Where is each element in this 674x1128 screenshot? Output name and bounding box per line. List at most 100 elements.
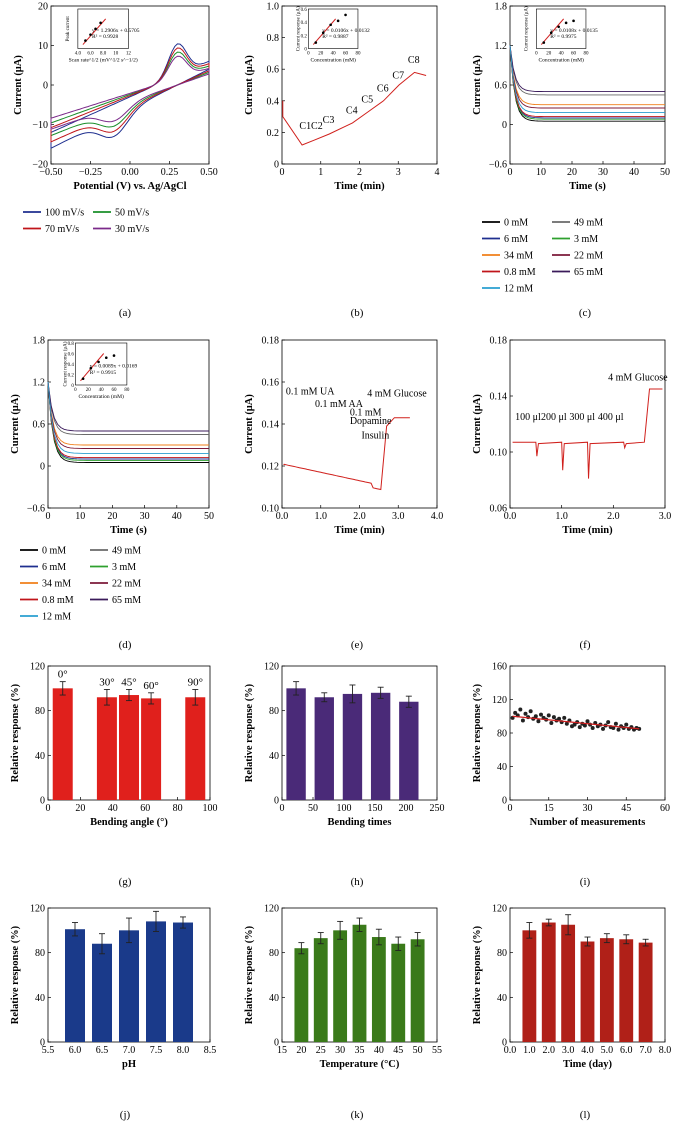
- x-tick-label: 7.0: [123, 1045, 136, 1056]
- data-point: [582, 723, 587, 728]
- x-tick-label: 80: [173, 803, 183, 814]
- inset-x-tick: 20: [546, 52, 552, 57]
- x-tick-label: 45: [621, 803, 631, 814]
- inset-equation: y = 0.0089x + 0.0169: [90, 363, 138, 369]
- inset-equation: y = 0.0106x + 0.0132: [322, 28, 370, 34]
- inset-point: [321, 31, 325, 34]
- bar: [410, 939, 425, 1042]
- x-tick-label: 30: [583, 803, 593, 814]
- x-tick-label: 10: [536, 167, 546, 178]
- data-point: [533, 714, 538, 719]
- y-tick-label: 0: [274, 1038, 279, 1049]
- step-label: C4: [346, 105, 358, 116]
- x-tick-label: 0: [508, 803, 513, 814]
- x-tick-label: 0: [508, 167, 513, 178]
- data-point: [585, 719, 590, 724]
- inset-equation: y = 0.0108x + 0.0135: [550, 28, 598, 34]
- inset-point: [314, 41, 318, 44]
- x-tick-label: 0.0: [504, 1045, 517, 1056]
- inset-x-tick: 80: [355, 52, 361, 57]
- y-tick-label: 1.2: [495, 41, 508, 52]
- x-tick-label: 30: [598, 167, 608, 178]
- x-tick-label: 50: [308, 803, 318, 814]
- inset-r2: R² = 0.9915: [90, 370, 117, 376]
- bar: [65, 929, 85, 1042]
- y-tick-label: 0.16: [262, 378, 280, 389]
- panel-label: (g): [119, 876, 132, 888]
- data-point: [577, 725, 582, 730]
- y-tick-label: 0: [502, 120, 507, 131]
- x-tick-label: 30: [335, 1045, 345, 1056]
- bar-annotation: 0°: [58, 669, 68, 681]
- data-point: [572, 722, 577, 727]
- panel-a: −0.50 −0.25 0.00 0.25 0.50 −20 −10 0 10 20 Potenti…: [13, 2, 218, 320]
- inset-x-tick: 10: [113, 52, 119, 57]
- inset-point: [94, 27, 97, 31]
- x-tick-label: 6.0: [620, 1045, 633, 1056]
- inset-y-tick: 0.4: [68, 363, 75, 368]
- y-tick-label: 0: [40, 462, 45, 473]
- x-tick-label: 2: [357, 167, 362, 178]
- cv-curve: [50, 55, 210, 130]
- x-tick-label: 0.25: [161, 167, 179, 178]
- cv-curve: [50, 51, 210, 137]
- step-label: C3: [323, 115, 335, 126]
- legend-entry: 34 mM: [504, 251, 533, 262]
- legend-entry: 0 mM: [42, 546, 66, 557]
- inset-frame: [77, 8, 129, 49]
- legend-entry: 0.8 mM: [42, 595, 74, 606]
- transient-curve: [509, 45, 665, 122]
- x-tick-label: 6.0: [69, 1045, 82, 1056]
- inset-x-tick: 60: [112, 388, 118, 393]
- x-tick-label: 55: [432, 1045, 442, 1056]
- step-label: C7: [392, 71, 404, 82]
- bar: [522, 930, 537, 1042]
- data-point: [528, 709, 533, 714]
- y-tick-label: 0.10: [262, 504, 280, 515]
- bar: [96, 697, 117, 800]
- x-axis-label: Potential (V) vs. Ag/AgCl: [73, 181, 186, 192]
- data-point: [611, 725, 616, 730]
- panel-label: (i): [580, 876, 591, 888]
- transient-curve: [47, 381, 209, 459]
- y-tick-label: 80: [497, 729, 507, 740]
- bar: [146, 921, 166, 1042]
- y-tick-label: 120: [30, 662, 45, 673]
- panel-h: 0 50 100 150 200 250 0 40 80 120 Bending times Rela…: [244, 662, 445, 889]
- data-point: [546, 713, 551, 718]
- transient-curve: [47, 381, 209, 432]
- y-tick-label: 0.06: [490, 504, 508, 515]
- inset-x-tick: 0: [74, 388, 77, 393]
- bar: [580, 941, 595, 1042]
- data-point: [613, 721, 618, 726]
- transient-curve: [47, 381, 209, 454]
- y-tick-label: 0.8: [267, 33, 280, 44]
- panel-e: 0.0 1.0 2.0 3.0 4.0 0.10 0.12 0.14 0.16 0.18 Time …: [244, 336, 443, 652]
- x-axis-label: Time (min): [562, 525, 613, 536]
- inset-y-tick: 0: [304, 48, 307, 53]
- x-axis-label: Number of measurements: [530, 817, 646, 828]
- transient-curve: [509, 45, 665, 114]
- data-point: [551, 715, 556, 720]
- x-tick-label: 15: [544, 803, 554, 814]
- panel-label: (k): [351, 1109, 364, 1121]
- bar: [342, 693, 363, 800]
- inset-point: [542, 41, 546, 44]
- y-tick-label: 120: [264, 662, 279, 673]
- panel-label: (b): [351, 307, 364, 319]
- fit-line: [512, 715, 640, 730]
- inset-fit-line: [82, 18, 107, 45]
- bar: [352, 924, 367, 1042]
- y-axis-label: Current (μA): [244, 55, 255, 115]
- event-label: Insulin: [361, 431, 389, 442]
- y-tick-label: 0.14: [262, 420, 280, 431]
- inset-x-tick: 80: [583, 52, 589, 57]
- legend-entry: 30 mV/s: [115, 224, 149, 235]
- x-tick-label: 30: [140, 511, 150, 522]
- y-tick-label: 40: [35, 751, 45, 762]
- bar: [119, 695, 139, 800]
- panel-label: (e): [351, 639, 364, 651]
